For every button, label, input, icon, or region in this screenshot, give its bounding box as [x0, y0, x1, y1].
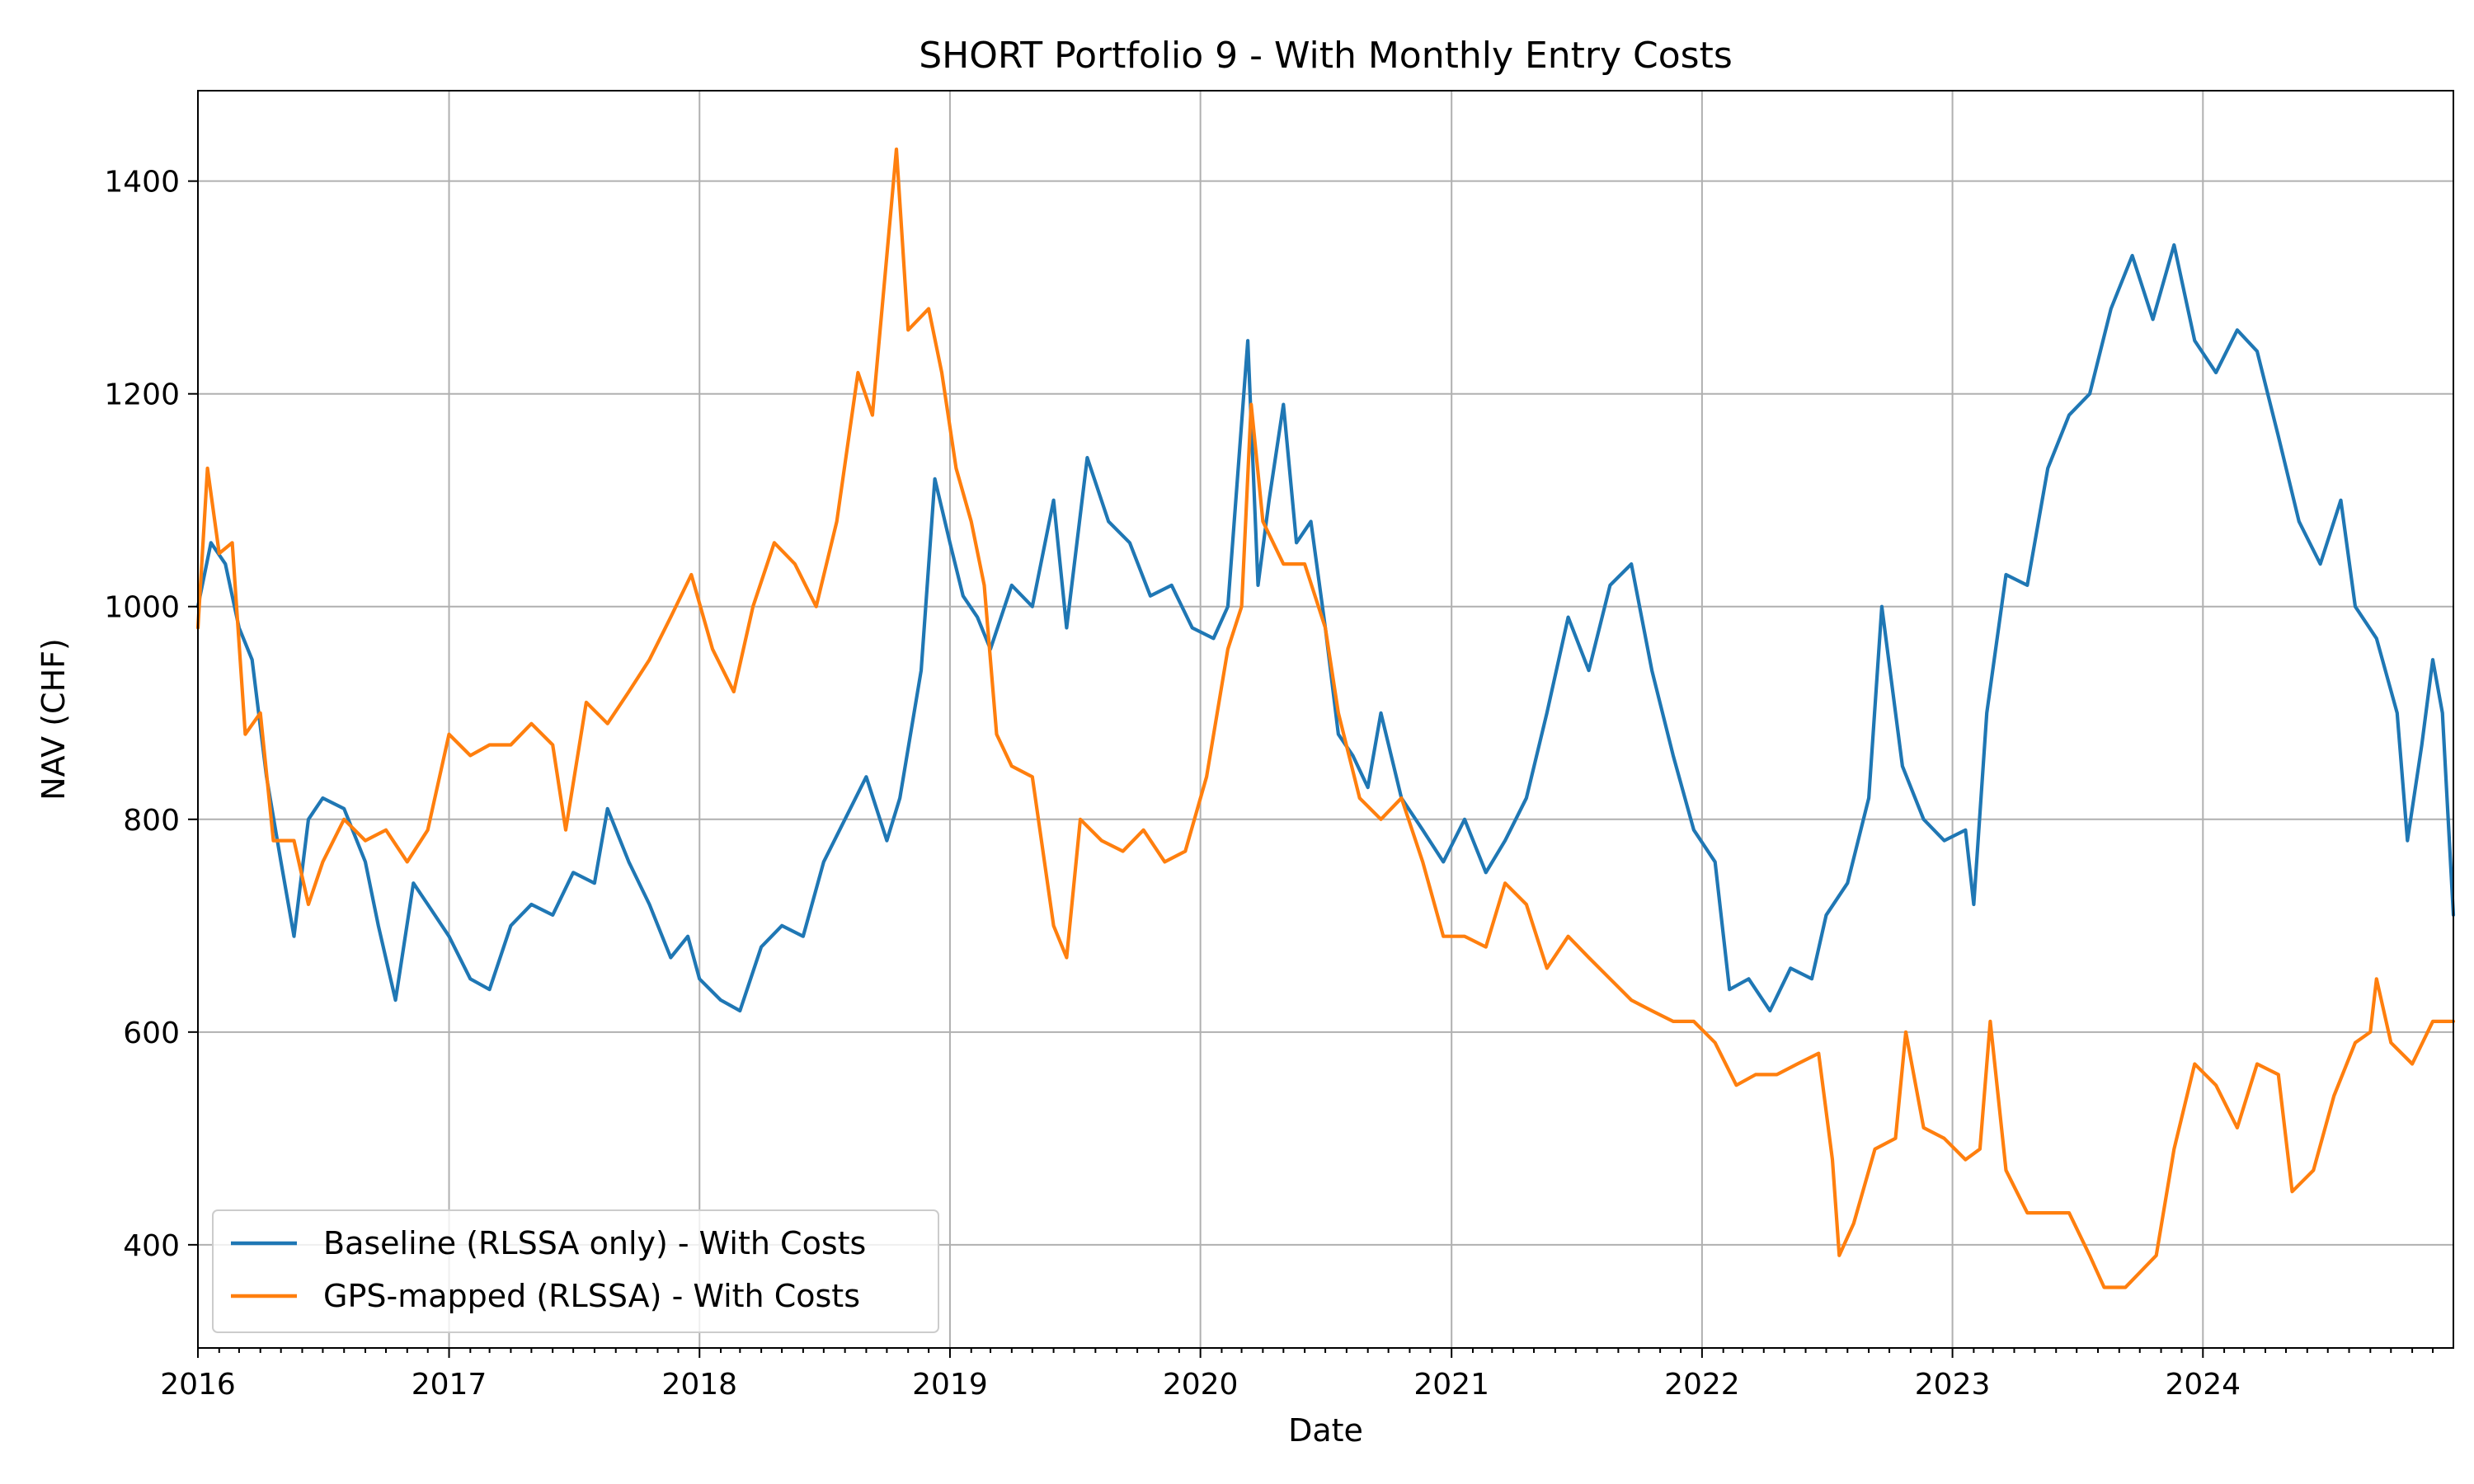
x-axis-label: Date [1288, 1412, 1363, 1449]
legend-box [212, 1209, 939, 1333]
x-tick-label-2016: 2016 [160, 1368, 236, 1402]
legend: Baseline (RLSSA only) - With Costs GPS-m… [212, 1209, 939, 1333]
axis-ticks: 400 600 800 1000 1200 1400 2016 2017 2018 2019 202… [104, 166, 2434, 1402]
x-tick-label-2021: 2021 [1413, 1368, 1489, 1402]
series-line-baseline [195, 243, 2456, 1013]
y-tick-label-400: 400 [123, 1229, 180, 1263]
x-tick-label-2024: 2024 [2165, 1368, 2241, 1402]
series-layer [195, 147, 2456, 1289]
plot-frame [197, 90, 2454, 1349]
y-tick-label-600: 600 [123, 1017, 180, 1050]
y-axis-label: NAV (CHF) [35, 638, 72, 801]
legend-label-gps-mapped: GPS-mapped (RLSSA) - With Costs [323, 1278, 860, 1314]
x-tick-label-2017: 2017 [412, 1368, 487, 1402]
chart-title: SHORT Portfolio 9 - With Monthly Entry C… [919, 35, 1733, 77]
y-tick-label-1400: 1400 [104, 166, 180, 200]
x-tick-label-2018: 2018 [661, 1368, 737, 1402]
series-line-gps-mapped [195, 147, 2456, 1289]
grid [197, 91, 2453, 1348]
x-tick-label-2019: 2019 [912, 1368, 988, 1402]
x-tick-label-2020: 2020 [1163, 1368, 1239, 1402]
y-tick-label-800: 800 [123, 804, 180, 838]
y-tick-label-1200: 1200 [104, 378, 180, 412]
x-tick-label-2023: 2023 [1915, 1368, 1991, 1402]
x-tick-label-2022: 2022 [1664, 1368, 1740, 1402]
legend-label-baseline: Baseline (RLSSA only) - With Costs [323, 1225, 866, 1261]
y-tick-label-1000: 1000 [104, 591, 180, 625]
